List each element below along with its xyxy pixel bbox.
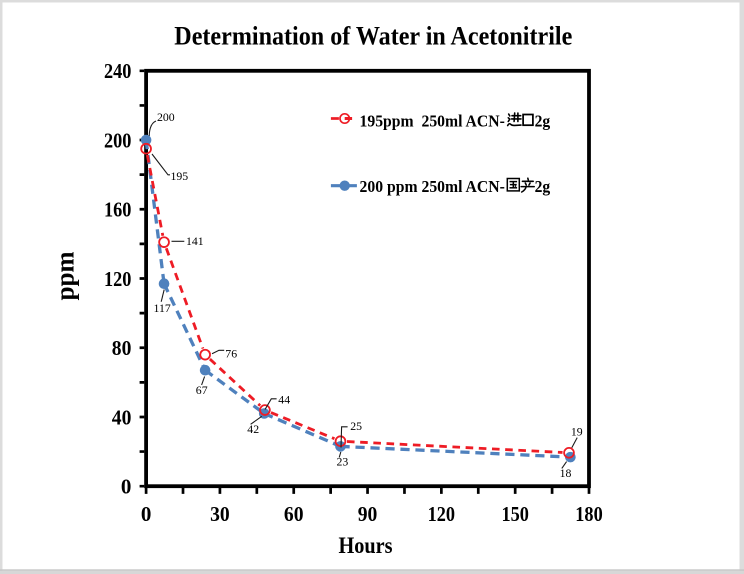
svg-text:25: 25: [350, 419, 362, 433]
svg-text:30: 30: [210, 502, 230, 526]
svg-text:0: 0: [141, 502, 152, 526]
svg-text:0: 0: [121, 475, 132, 499]
svg-text:60: 60: [284, 502, 304, 526]
svg-text:120: 120: [104, 267, 131, 291]
svg-text:80: 80: [112, 336, 132, 360]
svg-text:Hours: Hours: [339, 533, 393, 558]
svg-text:23: 23: [337, 455, 349, 469]
svg-text:44: 44: [278, 392, 290, 406]
svg-text:195: 195: [171, 169, 189, 183]
svg-text:2g: 2g: [535, 177, 551, 196]
svg-text:18: 18: [560, 466, 572, 480]
svg-text:Determination of Water in Acet: Determination of Water in Acetonitrile: [174, 22, 572, 51]
svg-text:40: 40: [112, 405, 132, 429]
svg-text:90: 90: [358, 502, 378, 526]
svg-text:76: 76: [225, 346, 237, 360]
svg-text:120: 120: [428, 502, 455, 526]
svg-text:200: 200: [157, 110, 175, 124]
svg-text:141: 141: [186, 234, 204, 248]
svg-text:2g: 2g: [535, 111, 551, 130]
svg-text:200 ppm 250ml ACN-: 200 ppm 250ml ACN-: [360, 177, 506, 196]
svg-text:42: 42: [247, 422, 259, 436]
svg-text:195ppm 250ml ACN-: 195ppm 250ml ACN-: [360, 111, 506, 130]
svg-text:117: 117: [154, 301, 171, 315]
svg-text:160: 160: [104, 198, 131, 222]
svg-text:150: 150: [501, 502, 528, 526]
svg-text:67: 67: [196, 383, 208, 397]
svg-text:200: 200: [104, 128, 131, 152]
svg-text:19: 19: [571, 425, 583, 439]
svg-text:180: 180: [575, 502, 602, 526]
svg-text:ppm: ppm: [51, 251, 80, 300]
svg-text:240: 240: [104, 59, 131, 83]
